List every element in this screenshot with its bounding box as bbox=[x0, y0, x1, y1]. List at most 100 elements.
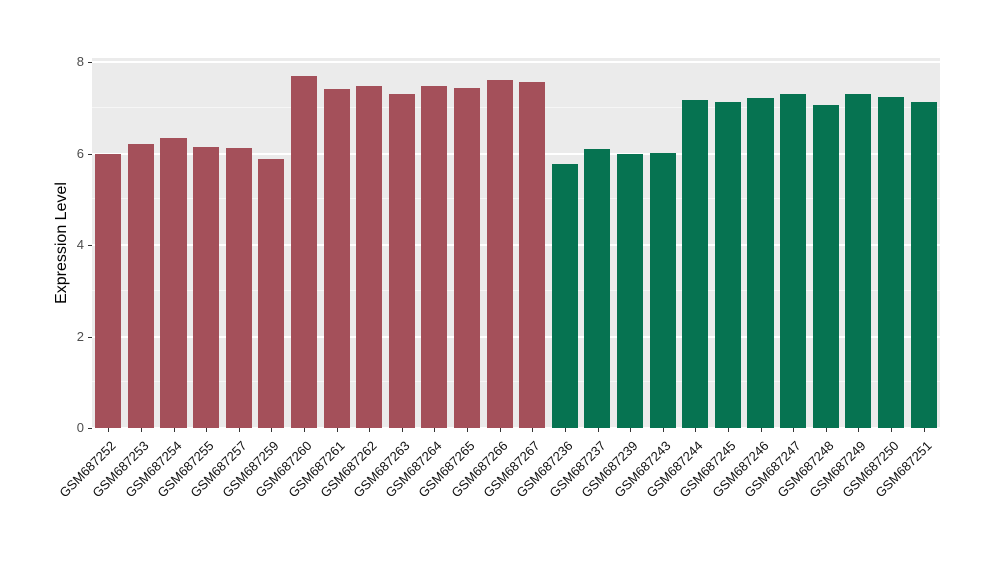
bar-slot bbox=[679, 58, 712, 428]
bar-GSM687246 bbox=[747, 97, 774, 428]
x-tick-mark bbox=[793, 428, 795, 432]
x-tick-mark bbox=[336, 428, 338, 432]
y-tick-mark bbox=[88, 336, 92, 338]
bar-GSM687264 bbox=[421, 85, 448, 428]
gridline-y2 bbox=[92, 335, 940, 338]
bar-slot bbox=[125, 58, 158, 428]
x-tick-mark bbox=[434, 428, 436, 432]
y-tick-label-4: 4 bbox=[76, 237, 84, 252]
bar-slot bbox=[353, 58, 386, 428]
x-tick-mark bbox=[401, 428, 403, 432]
bar-slot bbox=[907, 58, 940, 428]
bar-slot bbox=[320, 58, 353, 428]
x-tick-mark bbox=[140, 428, 142, 432]
x-tick-mark bbox=[728, 428, 729, 432]
gridline-y1 bbox=[92, 381, 940, 383]
y-tick-mark bbox=[88, 153, 92, 155]
bar-slot bbox=[777, 58, 810, 428]
y-tick-label-8: 8 bbox=[76, 54, 84, 69]
bar-slot bbox=[385, 58, 418, 428]
x-tick-mark bbox=[825, 428, 827, 432]
bar-GSM687248 bbox=[812, 105, 839, 428]
x-tick-mark bbox=[630, 428, 632, 432]
y-tick-label-6: 6 bbox=[76, 145, 84, 161]
x-tick-mark bbox=[532, 428, 534, 432]
bar-GSM687244 bbox=[682, 99, 709, 428]
bar-slot bbox=[875, 58, 908, 428]
x-tick-mark bbox=[695, 428, 697, 432]
x-tick-mark bbox=[760, 428, 762, 432]
x-tick-mark bbox=[923, 428, 925, 432]
x-tick-mark bbox=[108, 428, 110, 432]
x-tick-mark bbox=[173, 428, 175, 432]
gridline-y3 bbox=[92, 289, 940, 291]
bar-GSM687261 bbox=[323, 88, 350, 428]
y-tick-mark bbox=[88, 62, 92, 63]
bar-GSM687237 bbox=[584, 148, 611, 428]
y-tick-mark bbox=[88, 428, 92, 429]
x-tick-mark bbox=[238, 428, 240, 432]
bar-GSM687251 bbox=[910, 102, 937, 428]
x-tick-mark bbox=[271, 428, 273, 432]
gridline-y4 bbox=[92, 244, 940, 246]
bar-GSM687255 bbox=[193, 146, 220, 428]
bar-GSM687263 bbox=[388, 94, 415, 428]
bar-GSM687236 bbox=[551, 163, 578, 428]
x-tick-mark bbox=[564, 428, 566, 432]
bar-slot bbox=[744, 58, 777, 428]
bar-GSM687257 bbox=[225, 147, 252, 428]
bar-slot bbox=[222, 58, 255, 428]
bar-slot bbox=[614, 58, 647, 428]
x-tick-mark bbox=[369, 428, 371, 432]
bar-slot bbox=[581, 58, 614, 428]
bar-slot bbox=[92, 58, 125, 428]
bar-GSM687254 bbox=[160, 137, 187, 428]
y-tick-mark bbox=[88, 245, 92, 246]
x-tick-mark bbox=[304, 428, 305, 432]
bar-slot bbox=[712, 58, 745, 428]
bar-GSM687243 bbox=[649, 152, 676, 428]
bar-slot bbox=[809, 58, 842, 428]
bar-slot bbox=[255, 58, 288, 428]
bar-GSM687245 bbox=[714, 101, 741, 428]
bar-slot bbox=[483, 58, 516, 428]
plot-panel bbox=[92, 58, 940, 429]
x-tick-mark bbox=[206, 428, 208, 432]
x-tick-mark bbox=[499, 428, 501, 432]
bar-slot bbox=[842, 58, 875, 428]
x-tick-mark bbox=[858, 428, 860, 432]
bar-slot bbox=[288, 58, 321, 428]
bar-GSM687267 bbox=[519, 82, 546, 428]
y-tick-label-0: 0 bbox=[76, 420, 84, 435]
bar-GSM687259 bbox=[258, 159, 285, 428]
bar-GSM687265 bbox=[453, 87, 481, 428]
gridline-y7 bbox=[92, 106, 940, 108]
bar-slot bbox=[549, 58, 582, 428]
x-tick-mark bbox=[597, 428, 599, 432]
gridline-y0 bbox=[92, 427, 940, 429]
bar-GSM687250 bbox=[877, 96, 904, 428]
bar-slot bbox=[451, 58, 484, 428]
bar-GSM687252 bbox=[95, 153, 122, 428]
x-tick-mark bbox=[891, 428, 893, 432]
bar-slot bbox=[190, 58, 223, 428]
gridline-y8 bbox=[92, 61, 940, 63]
bar-slot bbox=[157, 58, 190, 428]
gridline-y5 bbox=[92, 198, 940, 200]
bar-slot bbox=[646, 58, 679, 428]
bar-slot bbox=[516, 58, 549, 428]
bar-GSM687262 bbox=[356, 86, 383, 428]
bar-GSM687266 bbox=[486, 80, 513, 428]
gridline-y6 bbox=[92, 152, 940, 155]
bar-GSM687253 bbox=[127, 144, 154, 428]
bars-container bbox=[92, 58, 940, 428]
bar-GSM687247 bbox=[780, 94, 807, 428]
x-tick-mark bbox=[662, 428, 664, 432]
x-tick-mark bbox=[467, 428, 469, 432]
y-tick-label-2: 2 bbox=[76, 328, 84, 344]
bar-GSM687249 bbox=[845, 94, 872, 428]
bar-GSM687260 bbox=[290, 75, 317, 428]
bar-slot bbox=[418, 58, 451, 428]
bar-GSM687239 bbox=[617, 154, 644, 428]
